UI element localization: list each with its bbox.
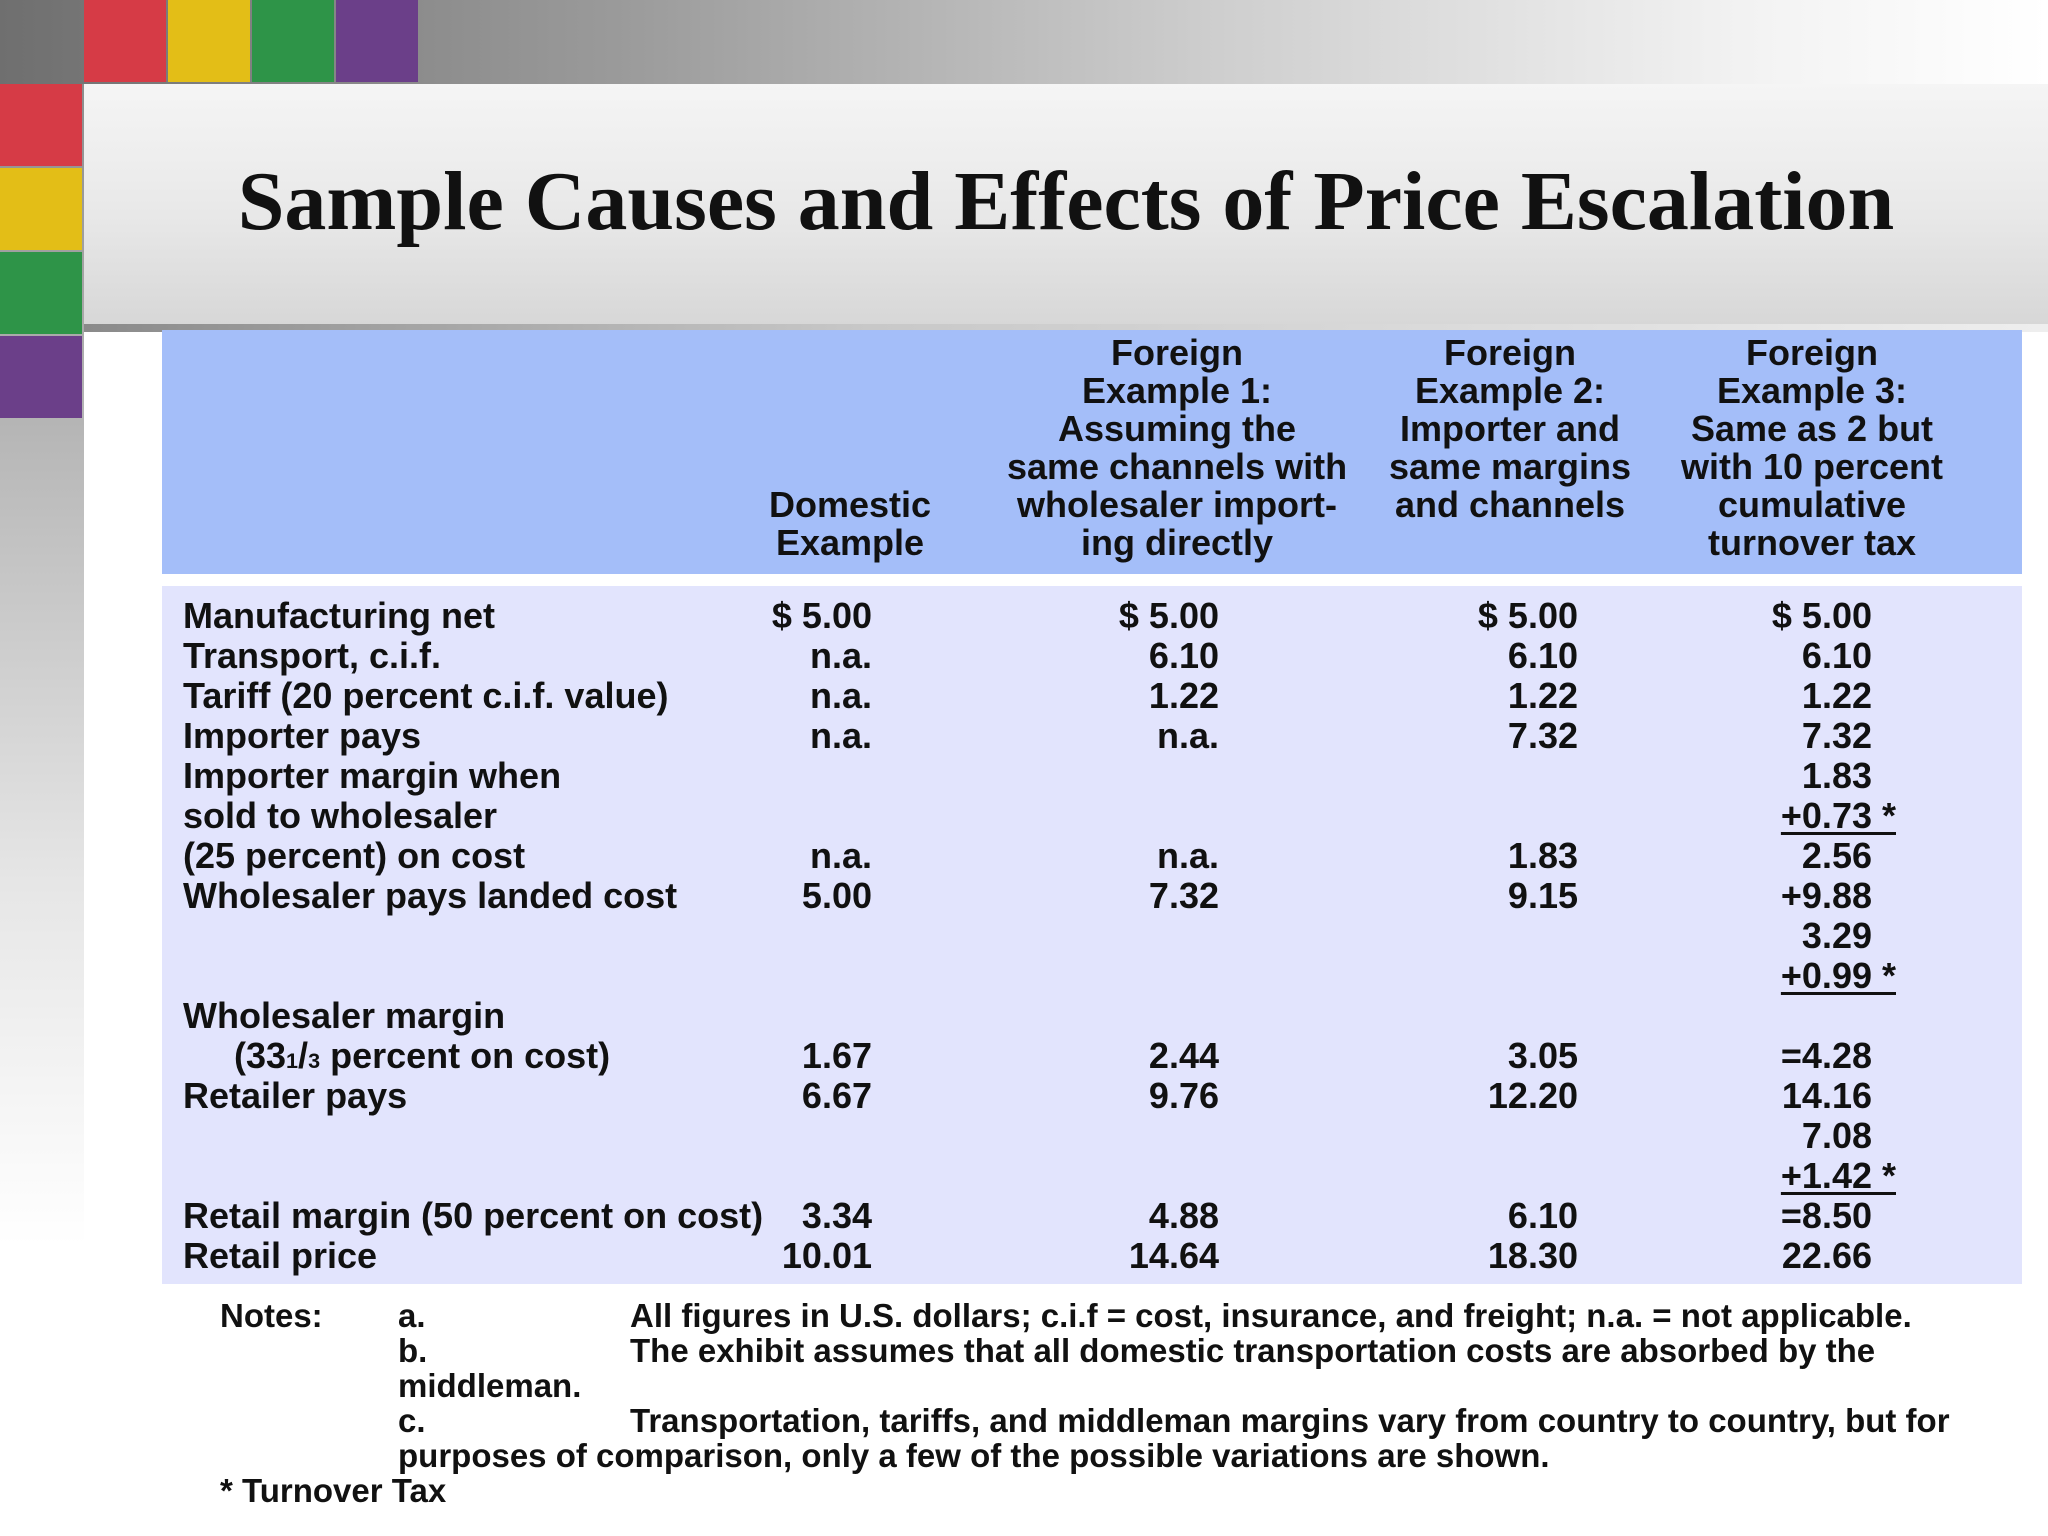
cell-foreign1: 2.44	[1148, 1035, 1219, 1076]
header-foreign-example-1: Foreign Example 1: Assuming the same cha…	[1006, 332, 1348, 563]
header-domestic: Domestic Example	[768, 484, 932, 563]
row-label: Manufacturing net	[183, 595, 495, 636]
decor-square-purple	[336, 0, 418, 82]
row-label: Wholesaler margin	[183, 995, 506, 1036]
row-label: Tariff (20 percent c.i.f. value)	[183, 675, 669, 716]
row-label: Importer margin when	[183, 755, 562, 796]
cell-domestic: 3.34	[801, 1195, 872, 1236]
decor-square-yellow	[168, 0, 250, 82]
note-a-text: All figures in U.S. dollars; c.i.f = cos…	[630, 1297, 1912, 1334]
table-header: Domestic Example Foreign Example 1: Assu…	[162, 330, 2022, 574]
title-background	[84, 84, 2048, 324]
note-b-text: The exhibit assumes that all domestic tr…	[630, 1332, 1876, 1369]
slide-title: Sample Causes and Effects of Price Escal…	[237, 155, 1895, 248]
cell-foreign2: 9.15	[1507, 875, 1578, 916]
decor-square-red	[84, 0, 166, 82]
cell-domestic: 10.01	[781, 1235, 872, 1276]
note-b-letter: b.	[398, 1332, 428, 1369]
row-label: (331/3 percent on cost)	[234, 1035, 611, 1076]
cell-foreign3: 14.16	[1781, 1075, 1872, 1116]
decor-square-green	[252, 0, 334, 82]
footnote-turnover-tax: * Turnover Tax	[220, 1472, 447, 1509]
cell-domestic: n.a.	[809, 715, 872, 756]
decor-square-red	[0, 84, 82, 166]
cell-foreign1: $ 5.00	[1118, 595, 1219, 636]
cell-foreign3: 7.32	[1801, 715, 1872, 756]
note-b-continuation: middleman.	[398, 1367, 582, 1404]
cell-foreign3: 6.10	[1801, 635, 1872, 676]
decor-square-yellow	[0, 168, 82, 250]
cell-foreign3: 3.29	[1801, 915, 1872, 956]
row-label: Retailer pays	[183, 1075, 408, 1116]
note-c-letter: c.	[398, 1402, 426, 1439]
cell-foreign2: 3.05	[1507, 1035, 1578, 1076]
note-a-letter: a.	[398, 1297, 426, 1334]
decor-square-green	[0, 252, 82, 334]
cell-domestic: 5.00	[801, 875, 872, 916]
cell-foreign1: 1.22	[1148, 675, 1219, 716]
cell-foreign3: =4.28	[1780, 1035, 1872, 1076]
cell-foreign3: =8.50	[1780, 1195, 1872, 1236]
row-label: Wholesaler pays landed cost	[183, 875, 678, 916]
cell-domestic: n.a.	[809, 675, 872, 716]
cell-foreign2: 6.10	[1507, 1195, 1578, 1236]
cell-foreign3: +1.42 *	[1780, 1155, 1896, 1196]
cell-foreign2: $ 5.00	[1477, 595, 1578, 636]
cell-foreign1: 4.88	[1148, 1195, 1219, 1236]
decor-square-purple	[0, 336, 82, 418]
cell-foreign3: 7.08	[1801, 1115, 1872, 1156]
note-c-text: Transportation, tariffs, and middleman m…	[630, 1402, 1950, 1439]
cell-foreign2: 1.22	[1507, 675, 1578, 716]
cell-foreign2: 7.32	[1507, 715, 1578, 756]
row-label: (25 percent) on cost	[183, 835, 526, 876]
table-body	[162, 586, 2022, 1284]
title-divider	[84, 324, 2048, 332]
cell-domestic: $ 5.00	[771, 595, 872, 636]
header-foreign-example-3: Foreign Example 3: Same as 2 but with 10…	[1680, 332, 1944, 563]
cell-foreign3: +0.99 *	[1780, 955, 1896, 996]
header-foreign-example-2: Foreign Example 2: Importer and same mar…	[1388, 332, 1632, 525]
notes-heading: Notes:	[220, 1297, 323, 1334]
cell-foreign3: +9.88	[1780, 875, 1872, 916]
cell-foreign3: 2.56	[1801, 835, 1872, 876]
cell-foreign1: 6.10	[1148, 635, 1219, 676]
row-label: Retail price	[183, 1235, 378, 1276]
cell-foreign2: 12.20	[1487, 1075, 1578, 1116]
cell-foreign3: 1.83	[1801, 755, 1872, 796]
cell-domestic: 1.67	[801, 1035, 872, 1076]
cell-foreign1: 7.32	[1148, 875, 1219, 916]
cell-foreign2: 18.30	[1487, 1235, 1578, 1276]
cell-foreign2: 1.83	[1507, 835, 1578, 876]
row-label: Importer pays	[183, 715, 422, 756]
row-label: Retail margin (50 percent on cost)	[183, 1195, 764, 1236]
row-label: sold to wholesaler	[183, 795, 498, 836]
note-c-continuation: purposes of comparison, only a few of th…	[398, 1437, 1550, 1474]
cell-foreign1: 9.76	[1148, 1075, 1219, 1116]
cell-foreign3: 22.66	[1781, 1235, 1872, 1276]
cell-foreign1: n.a.	[1156, 715, 1219, 756]
cell-foreign3: 1.22	[1801, 675, 1872, 716]
cell-foreign1: n.a.	[1156, 835, 1219, 876]
cell-domestic: n.a.	[809, 835, 872, 876]
cell-foreign3: $ 5.00	[1771, 595, 1872, 636]
cell-foreign1: 14.64	[1128, 1235, 1219, 1276]
cell-foreign2: 6.10	[1507, 635, 1578, 676]
cell-domestic: n.a.	[809, 635, 872, 676]
row-label: Transport, c.i.f.	[183, 635, 442, 676]
cell-domestic: 6.67	[801, 1075, 872, 1116]
cell-foreign3: +0.73 *	[1780, 795, 1896, 836]
